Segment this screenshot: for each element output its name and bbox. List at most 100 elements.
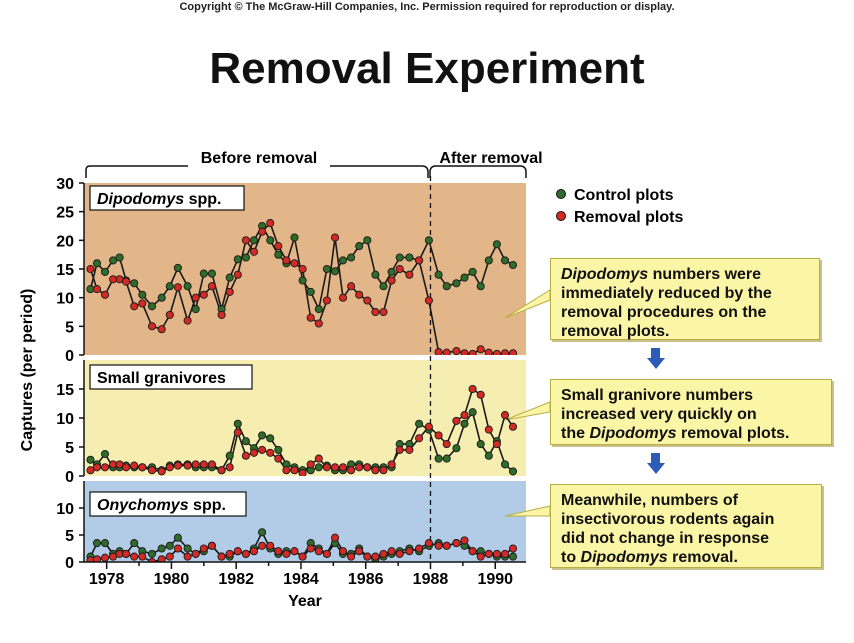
control-point-small-granivores — [415, 419, 424, 428]
removal-point-small-granivores — [415, 434, 424, 443]
removal-point-dipodomys — [306, 313, 315, 322]
control-point-dipodomys — [508, 260, 518, 270]
removal-point-onychomys — [290, 547, 299, 556]
control-point-dipodomys — [115, 253, 124, 262]
control-point-dipodomys — [395, 253, 404, 262]
removal-point-dipodomys — [415, 256, 424, 265]
panel-label-dipodomys-genus: Dipodomys — [97, 191, 184, 208]
control-point-dipodomys — [442, 282, 451, 291]
legend-control-marker — [556, 189, 566, 199]
removal-point-small-granivores — [395, 445, 404, 454]
removal-point-dipodomys — [249, 247, 259, 256]
x-tick-label: 1988 — [413, 571, 449, 588]
legend-removal-label: Removal plots — [574, 209, 683, 226]
series-group-onychomys — [86, 528, 518, 562]
removal-point-onychomys — [225, 549, 234, 558]
removal-point-onychomys — [330, 533, 340, 542]
control-point-dipodomys — [298, 276, 307, 285]
removal-point-dipodomys — [92, 285, 102, 294]
removal-point-onychomys — [379, 549, 388, 558]
callout-dipodomys-reduced: Dipodomys numbers were immediately reduc… — [550, 258, 820, 340]
removal-point-dipodomys — [468, 349, 477, 355]
control-point-dipodomys — [191, 305, 200, 314]
control-point-small-granivores — [100, 449, 110, 459]
removal-point-small-granivores — [476, 390, 485, 399]
removal-point-small-granivores — [274, 454, 283, 463]
removal-point-onychomys — [298, 552, 307, 561]
removal-point-onychomys — [508, 544, 518, 553]
removal-point-dipodomys — [442, 348, 451, 355]
panel-label-onychomys-suffix: spp. — [189, 497, 226, 514]
removal-point-small-granivores — [322, 463, 331, 472]
copyright-notice: Copyright © The McGraw-Hill Companies, I… — [179, 1, 675, 13]
control-point-dipodomys — [173, 263, 182, 272]
removal-point-dipodomys — [492, 349, 501, 355]
removal-point-onychomys — [434, 541, 443, 550]
y-tick-label-dipodomys: 15 — [56, 262, 74, 279]
removal-point-onychomys — [322, 549, 331, 558]
x-tick-label: 1982 — [218, 571, 254, 588]
removal-point-onychomys — [249, 547, 259, 556]
removal-point-small-granivores — [249, 448, 259, 457]
control-point-dipodomys — [460, 273, 469, 282]
callout-2-line1: Small granivore numbers — [561, 387, 754, 404]
removal-point-onychomys — [199, 544, 208, 553]
removal-point-small-granivores — [468, 384, 477, 394]
removal-point-dipodomys — [138, 299, 147, 308]
callout-3-line2: insectivorous rodents again — [561, 511, 775, 528]
control-point-dipodomys — [322, 264, 331, 274]
removal-line-small-granivores — [90, 387, 514, 475]
control-point-dipodomys — [347, 253, 356, 262]
removal-point-onychomys — [500, 549, 510, 558]
removal-point-onychomys — [100, 553, 110, 562]
removal-point-dipodomys — [282, 256, 291, 265]
removal-point-onychomys — [415, 544, 424, 553]
control-point-dipodomys — [199, 269, 208, 278]
removal-point-onychomys — [147, 557, 157, 562]
removal-point-onychomys — [405, 547, 414, 556]
removal-point-dipodomys — [191, 293, 200, 302]
removal-point-small-granivores — [138, 463, 147, 472]
removal-point-small-granivores — [371, 466, 380, 475]
control-point-onychomys — [165, 541, 174, 550]
removal-point-onychomys — [274, 547, 283, 556]
removal-point-dipodomys — [371, 307, 380, 317]
removal-point-dipodomys — [266, 219, 275, 228]
control-point-dipodomys — [355, 242, 364, 251]
removal-point-onychomys — [452, 539, 461, 548]
control-point-small-granivores — [86, 455, 95, 464]
callout-3-line4-rest: removal. — [667, 549, 738, 566]
removal-point-dipodomys — [199, 290, 208, 299]
removal-point-dipodomys — [122, 277, 131, 286]
removal-point-small-granivores — [258, 445, 267, 454]
removal-point-small-granivores — [217, 466, 226, 475]
y-tick-label-small-granivores: 10 — [56, 411, 74, 428]
removal-point-small-granivores — [442, 440, 451, 449]
control-point-small-granivores — [484, 451, 493, 460]
removal-point-small-granivores — [355, 463, 364, 472]
callout-3-line4-pre: to — [561, 549, 581, 566]
y-tick-label-dipodomys: 20 — [56, 233, 74, 250]
legend-removal-marker — [556, 211, 566, 221]
removal-point-small-granivores — [241, 451, 250, 460]
control-point-dipodomys — [225, 273, 234, 282]
removal-point-small-granivores — [165, 463, 174, 472]
control-point-small-granivores — [460, 419, 469, 428]
removal-point-dipodomys — [452, 346, 461, 355]
callout-3-line3: did not change in response — [561, 530, 770, 547]
removal-point-onychomys — [92, 555, 102, 562]
removal-point-onychomys — [338, 547, 348, 556]
legend: Control plots Removal plots — [556, 187, 683, 226]
removal-point-dipodomys — [379, 307, 388, 317]
control-point-onychomys — [157, 544, 166, 553]
control-point-dipodomys — [452, 279, 461, 288]
removal-point-onychomys — [468, 547, 477, 556]
removal-point-onychomys — [347, 552, 356, 561]
control-point-dipodomys — [92, 259, 102, 268]
control-point-dipodomys — [147, 302, 157, 311]
callout-1-genus: Dipodomys — [561, 266, 649, 283]
removal-point-small-granivores — [92, 463, 102, 472]
control-point-dipodomys — [434, 270, 443, 279]
control-point-dipodomys — [405, 253, 414, 262]
